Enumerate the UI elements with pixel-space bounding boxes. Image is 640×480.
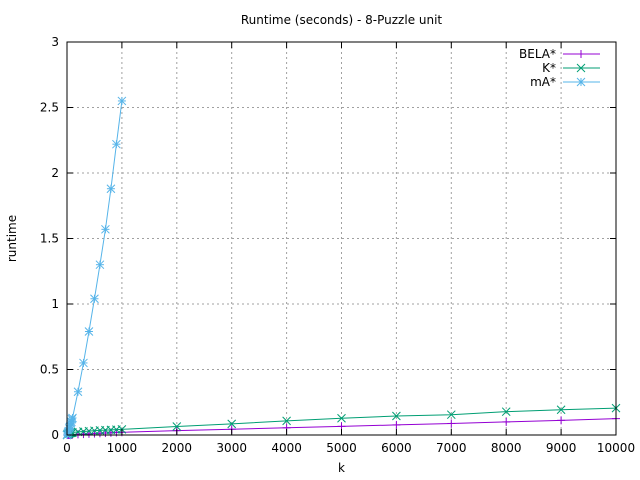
marker-stroke [337,413,346,423]
series-ma [62,96,127,440]
legend-label: BELA* [519,47,556,61]
x-tick-label: 10000 [597,441,635,455]
series-k-point [501,407,511,417]
series-k-point [227,419,237,429]
series-bela-point [502,417,511,426]
marker-stroke [95,260,105,270]
series-ma-point [95,260,105,270]
series-k-point [392,411,401,421]
series-bela-point [392,420,401,429]
marker-stroke [68,413,77,423]
legend: BELA*K*mA* [519,47,600,89]
x-tick-label: 5000 [326,441,357,455]
series-k-point [172,422,182,431]
y-axis-title: runtime [5,215,19,262]
marker-stroke [576,63,586,73]
legend-label: mA* [530,75,556,89]
marker-stroke [106,184,116,194]
series-k-point [282,416,291,426]
x-tick-label: 3000 [216,441,247,455]
series-ma-point [84,327,94,336]
legend-marker-sample [576,63,586,73]
marker-stroke [73,387,83,397]
series-ma-point [101,224,110,234]
legend-marker-sample [576,77,586,87]
series-ma-point [117,96,127,106]
x-tick-label: 0 [63,441,71,455]
series-ma-point [67,414,77,424]
marker-stroke [172,422,182,431]
y-tick-label: 0 [51,428,59,442]
legend-marker-sample [577,50,585,58]
x-tick-label: 4000 [271,441,302,455]
marker-stroke [101,224,110,234]
marker-stroke [392,411,401,421]
y-tick-label: 1 [51,297,59,311]
ticks-layer: 0 1000 2000 3000 4000 5000 6000 7000 8000 9000 100… [40,35,635,455]
series-ma-line [66,100,123,436]
marker-stroke [67,414,77,424]
marker-stroke [446,410,456,420]
marker-stroke [79,358,88,368]
x-tick-label: 9000 [546,441,577,455]
y-tick-label: 2.5 [40,101,59,115]
y-tick-label: 2 [51,166,59,180]
marker-stroke [282,416,291,426]
marker-stroke [501,407,511,417]
series-ma-point [73,387,83,397]
series-ma-point [106,184,116,194]
legend-label: K* [542,61,556,75]
series-k-point [556,405,566,415]
y-tick-label: 3 [51,35,59,49]
grid-layer [67,42,616,435]
series-bela-point [447,419,456,428]
x-tick-label: 1000 [107,441,138,455]
marker-stroke [90,294,99,304]
marker-stroke [576,77,586,87]
series-bela-point [557,416,566,425]
x-tick-label: 8000 [491,441,522,455]
series-ma-point [90,294,99,304]
series-k-point [446,410,456,420]
chart-title: Runtime (seconds) - 8-Puzzle unit [241,13,443,27]
y-tick-label: 1.5 [40,232,59,246]
x-axis-title: k [338,461,345,475]
series-ma-point [68,413,77,423]
series-k-point [337,413,346,423]
x-tick-label: 6000 [381,441,412,455]
marker-stroke [84,327,94,336]
marker-stroke [227,419,237,429]
series-ma-point [79,358,88,368]
y-tick-label: 0.5 [40,363,59,377]
marker-stroke [112,139,121,149]
marker-stroke [117,96,127,106]
series-ma-point [112,139,121,149]
marker-stroke [556,405,566,415]
x-tick-label: 2000 [162,441,193,455]
x-tick-label: 7000 [436,441,467,455]
